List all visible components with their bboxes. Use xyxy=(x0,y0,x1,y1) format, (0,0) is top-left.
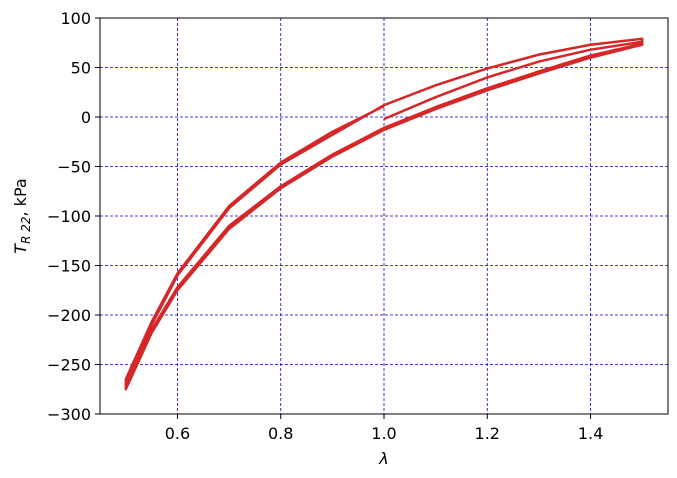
y-tick-label: −300 xyxy=(47,405,91,424)
y-tick-label: −200 xyxy=(47,306,91,325)
x-tick-label: 0.8 xyxy=(268,424,293,443)
y-tick-label: 50 xyxy=(71,59,91,78)
y-tick-label: −250 xyxy=(47,356,91,375)
y-tick-label: −100 xyxy=(47,207,91,226)
x-tick-label: 0.6 xyxy=(165,424,190,443)
y-axis-label-suffix: , kPa xyxy=(11,178,30,216)
y-axis-label-subscript: R 22 xyxy=(19,216,33,243)
y-tick-label: −50 xyxy=(57,158,91,177)
y-tick-label: 0 xyxy=(81,108,91,127)
x-tick-label: 1.0 xyxy=(371,424,396,443)
x-tick-label: 1.2 xyxy=(475,424,500,443)
x-axis-label: λ xyxy=(378,449,388,468)
y-axis-label: TR 22, kPa xyxy=(11,178,33,253)
x-tick-label: 1.4 xyxy=(578,424,603,443)
y-tick-label: 100 xyxy=(60,9,91,28)
plot-frame xyxy=(99,17,669,415)
y-tick-label: −150 xyxy=(47,257,91,276)
y-axis-label-main: T xyxy=(11,243,30,254)
data-line xyxy=(124,37,644,391)
